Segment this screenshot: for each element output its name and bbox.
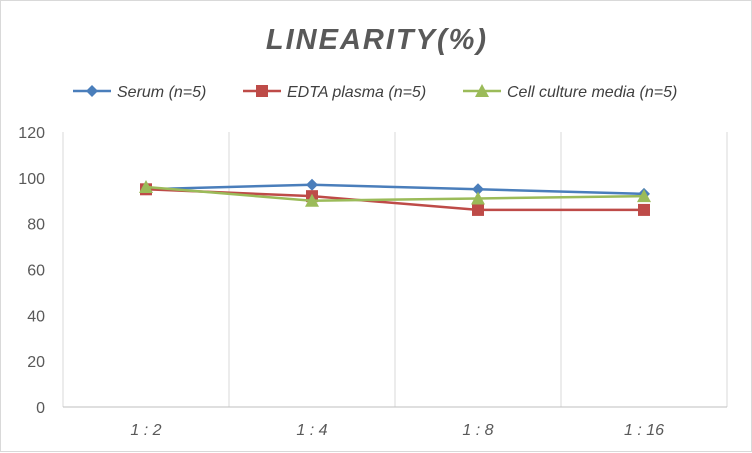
series-layer	[139, 178, 651, 216]
legend-entry: Serum (n=5)	[73, 84, 206, 101]
y-tick-label: 100	[18, 171, 45, 188]
legend-label: EDTA plasma (n=5)	[287, 84, 426, 101]
data-point	[471, 191, 485, 205]
axes: 0 20 40 60 80 100 120 1 : 2 1 : 4 1 : 8 1 : 16	[18, 125, 727, 439]
legend-entry: EDTA plasma (n=5)	[243, 84, 426, 101]
y-tick-label: 0	[36, 400, 45, 417]
data-point	[472, 183, 484, 196]
series-3	[139, 180, 651, 207]
y-tick-label: 20	[27, 354, 45, 371]
data-point	[637, 189, 651, 203]
chart-title: LINEARITY(%)	[266, 24, 488, 56]
data-point	[139, 180, 153, 193]
series-line	[145, 185, 645, 202]
x-tick-label: 1 : 8	[462, 422, 493, 439]
x-tick-label: 1 : 16	[624, 422, 664, 439]
legend-entry: Cell culture media (n=5)	[463, 84, 677, 101]
data-point	[638, 203, 650, 216]
y-tick-label: 60	[27, 263, 45, 280]
grid	[62, 132, 728, 407]
data-point	[86, 85, 98, 97]
y-tick-label: 120	[18, 125, 45, 142]
x-tick-label: 1 : 4	[296, 422, 327, 439]
legend-label: Cell culture media (n=5)	[507, 84, 677, 101]
y-tick-label: 40	[27, 308, 45, 325]
series-line	[145, 183, 645, 196]
x-tick-label: 1 : 2	[130, 422, 161, 439]
legend-label: Serum (n=5)	[117, 84, 206, 101]
data-point	[256, 85, 268, 97]
data-point	[306, 178, 318, 191]
data-point	[305, 193, 319, 207]
legend: Serum (n=5) EDTA plasma (n=5) Cell culture…	[73, 84, 677, 101]
data-point	[472, 203, 484, 216]
y-tick-label: 80	[27, 217, 45, 234]
data-point	[475, 84, 489, 97]
